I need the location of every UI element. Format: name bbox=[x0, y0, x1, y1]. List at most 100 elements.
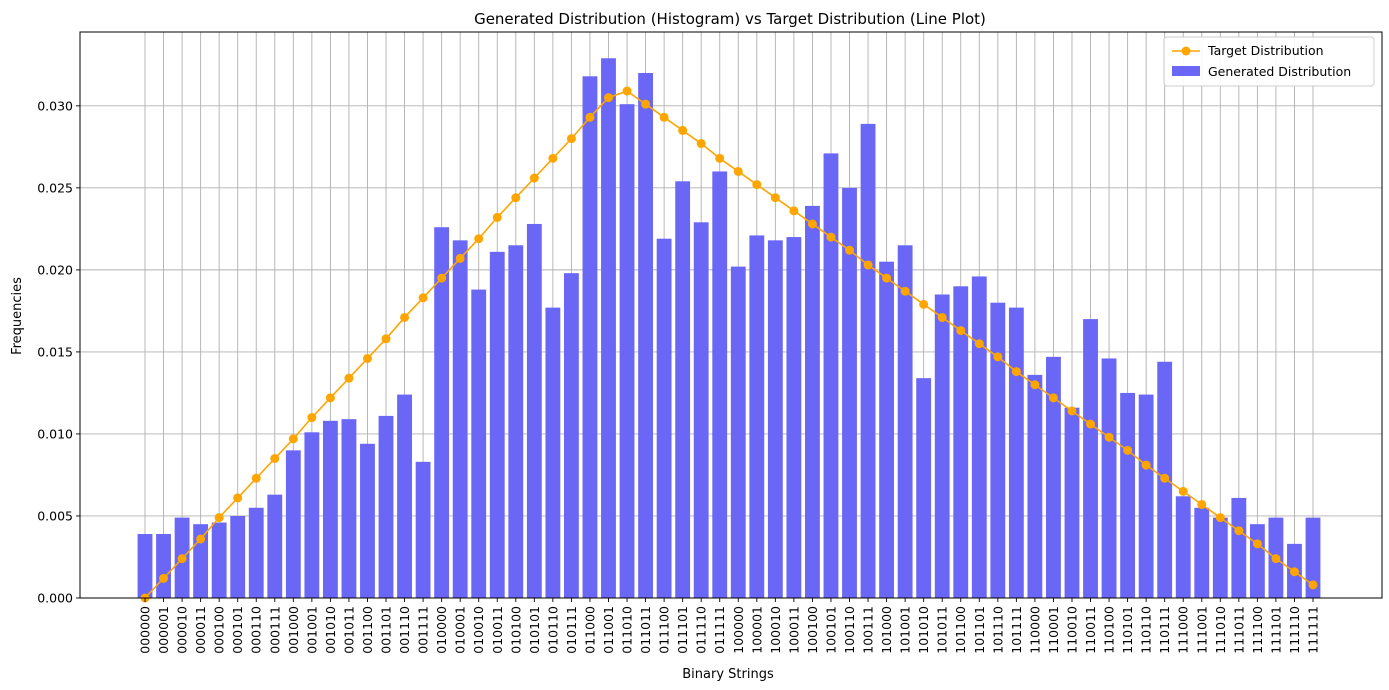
generated-bar bbox=[137, 534, 153, 598]
x-tick-label: 001101 bbox=[379, 606, 394, 654]
generated-bar bbox=[971, 276, 987, 598]
legend-marker-swatch bbox=[1181, 46, 1191, 56]
generated-bar bbox=[619, 104, 635, 598]
x-tick-label: 110111 bbox=[1157, 606, 1172, 654]
generated-bar bbox=[1083, 319, 1098, 598]
target-point bbox=[900, 286, 910, 296]
y-tick-label: 0.010 bbox=[37, 426, 73, 441]
x-tick-label: 110101 bbox=[1120, 606, 1135, 654]
target-point bbox=[1048, 393, 1058, 403]
generated-bar bbox=[156, 534, 171, 598]
generated-bar bbox=[322, 420, 338, 598]
x-tick-label: 101100 bbox=[953, 606, 968, 654]
generated-bar bbox=[693, 222, 709, 598]
x-tick-label: 111001 bbox=[1194, 606, 1209, 654]
target-point bbox=[696, 139, 706, 149]
target-point bbox=[418, 293, 428, 303]
x-tick-label: 011010 bbox=[620, 606, 635, 654]
x-tick-label: 100010 bbox=[768, 606, 783, 654]
target-point bbox=[1178, 486, 1188, 496]
target-point bbox=[474, 234, 484, 244]
target-point bbox=[845, 245, 855, 255]
x-tick-label: 101000 bbox=[879, 606, 894, 654]
target-point bbox=[529, 173, 539, 183]
x-tick-label: 011001 bbox=[601, 606, 616, 654]
x-tick-label: 111100 bbox=[1250, 606, 1265, 654]
x-tick-label: 000110 bbox=[249, 606, 264, 654]
x-tick-label: 100100 bbox=[805, 606, 820, 654]
x-tick-label: 001010 bbox=[323, 606, 338, 654]
generated-bar bbox=[749, 235, 765, 598]
y-tick-label: 0.020 bbox=[37, 262, 73, 277]
target-point bbox=[733, 166, 743, 176]
generated-bar bbox=[378, 415, 394, 598]
target-point bbox=[770, 193, 780, 203]
y-tick-label: 0.015 bbox=[37, 344, 73, 359]
target-point bbox=[400, 312, 410, 322]
generated-bar bbox=[1194, 507, 1210, 598]
generated-bar bbox=[990, 302, 1006, 598]
x-tick-label: 010000 bbox=[434, 606, 449, 654]
generated-bar bbox=[360, 443, 375, 598]
generated-bar bbox=[508, 245, 524, 598]
generated-bar bbox=[712, 171, 728, 598]
target-point bbox=[270, 454, 280, 464]
x-tick-label: 100110 bbox=[842, 606, 857, 654]
target-point bbox=[548, 153, 558, 163]
x-tick-label: 000101 bbox=[230, 606, 245, 654]
generated-bar bbox=[897, 245, 913, 598]
x-tick-label: 000111 bbox=[267, 606, 282, 654]
generated-bar bbox=[638, 73, 653, 598]
target-point bbox=[1234, 526, 1244, 536]
x-axis: 000000 000001 000010 000011 000100 000101 0001… bbox=[138, 598, 1321, 654]
generated-bar bbox=[1008, 307, 1024, 598]
target-point bbox=[159, 573, 169, 583]
generated-bar bbox=[805, 205, 820, 599]
x-tick-label: 001111 bbox=[416, 606, 431, 654]
y-tick-label: 0.030 bbox=[37, 98, 73, 113]
y-axis: 0.000 0.005 0.010 0.015 0.020 0.025 0.030 bbox=[37, 98, 80, 606]
generated-bar bbox=[860, 123, 876, 598]
target-point bbox=[1123, 445, 1133, 455]
x-tick-label: 001000 bbox=[286, 606, 301, 654]
generated-bar bbox=[545, 307, 561, 598]
target-point bbox=[585, 112, 595, 122]
x-tick-label: 011110 bbox=[694, 606, 709, 654]
generated-bar bbox=[601, 58, 616, 599]
line-layer bbox=[140, 86, 1318, 603]
x-tick-label: 101110 bbox=[990, 606, 1005, 654]
x-tick-label: 100101 bbox=[823, 606, 838, 654]
generated-bar bbox=[452, 240, 468, 598]
x-tick-label: 110011 bbox=[1083, 606, 1098, 654]
y-axis-label: Frequencies bbox=[10, 277, 25, 355]
generated-bar bbox=[1138, 394, 1154, 598]
generated-bar bbox=[1046, 356, 1061, 598]
generated-bar bbox=[1231, 497, 1247, 598]
target-point bbox=[362, 353, 372, 363]
generated-bar bbox=[415, 461, 431, 598]
x-tick-label: 111010 bbox=[1213, 606, 1228, 654]
target-point bbox=[233, 493, 243, 503]
generated-bar bbox=[230, 515, 246, 598]
x-tick-label: 010110 bbox=[545, 606, 560, 654]
generated-bar bbox=[1175, 496, 1191, 598]
target-point bbox=[455, 253, 465, 263]
target-point bbox=[715, 153, 725, 163]
target-point bbox=[974, 339, 984, 349]
target-point bbox=[826, 232, 836, 242]
target-point bbox=[1252, 539, 1262, 549]
x-tick-label: 111000 bbox=[1176, 606, 1191, 654]
x-tick-label: 100001 bbox=[749, 606, 764, 654]
generated-bar bbox=[489, 251, 505, 598]
generated-bar bbox=[786, 237, 802, 599]
x-axis-label: Binary Strings bbox=[682, 667, 774, 682]
x-tick-label: 101001 bbox=[898, 606, 913, 654]
x-tick-label: 110110 bbox=[1139, 606, 1154, 654]
generated-bar bbox=[248, 507, 264, 598]
generated-bar bbox=[842, 187, 857, 598]
x-tick-label: 101101 bbox=[972, 606, 987, 654]
x-tick-label: 011100 bbox=[657, 606, 672, 654]
generated-bar bbox=[1249, 524, 1265, 598]
chart-title: Generated Distribution (Histogram) vs Ta… bbox=[474, 10, 986, 28]
